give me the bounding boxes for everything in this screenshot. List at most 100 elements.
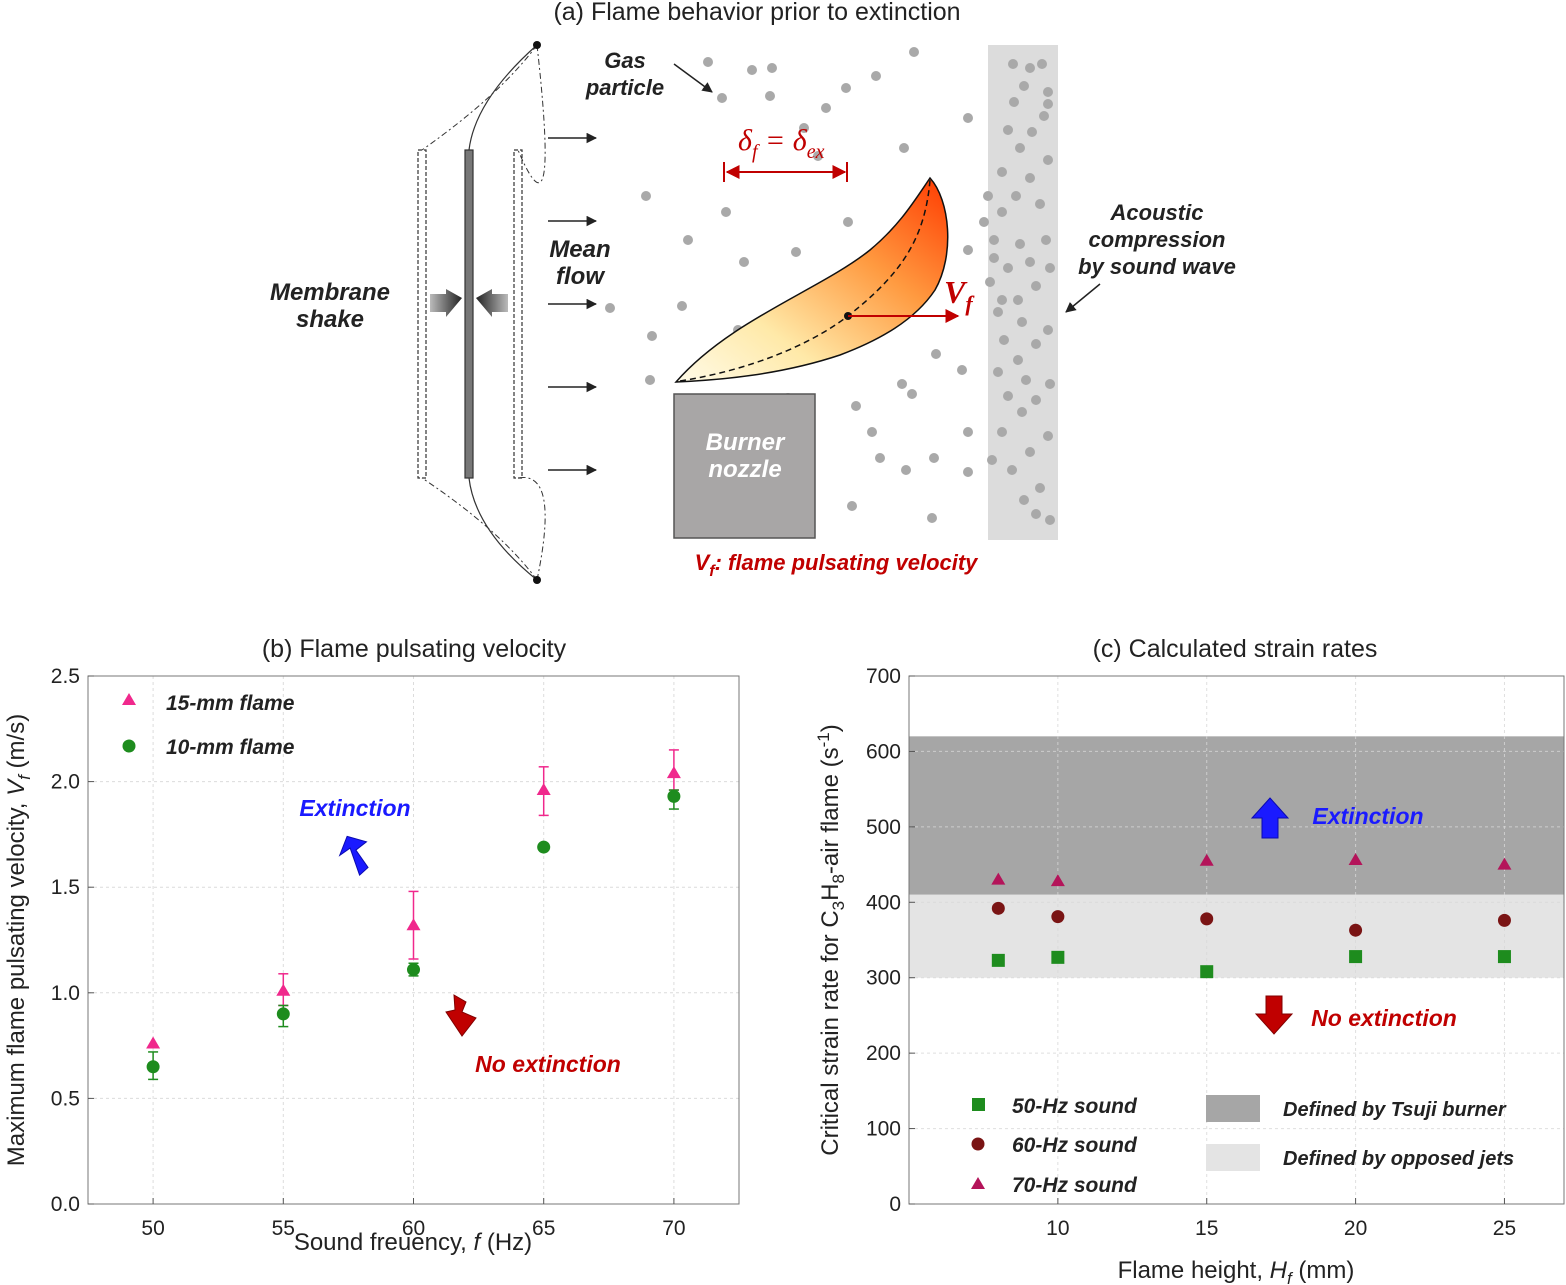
gas-particle-dot — [1007, 465, 1017, 475]
gas-particle-dot — [605, 303, 615, 313]
chart-b-point-10mm — [667, 789, 681, 803]
chart-b-ytick-label: 1.5 — [51, 876, 80, 899]
gas-particle-dot — [647, 331, 657, 341]
gas-particle-dot — [1025, 257, 1035, 267]
chart-b-xtick-label: 50 — [141, 1217, 164, 1240]
gas-particle-dot — [1008, 59, 1018, 69]
chart-c-point-50hz — [1349, 950, 1363, 964]
gas-particle-dot — [1037, 59, 1047, 69]
gas-particle-dot — [1013, 355, 1023, 365]
chart-c-xtick-label: 15 — [1195, 1217, 1218, 1240]
gas-particle-dot — [1025, 173, 1035, 183]
chart-b-ytick-label: 2.0 — [51, 771, 80, 794]
chart-c-title: (c) Calculated strain rates — [1093, 635, 1378, 663]
gas-particle-dot — [963, 245, 973, 255]
gas-particle-dot — [847, 501, 857, 511]
chart-b-xtick-label: 60 — [402, 1217, 425, 1240]
gas-particle-dot — [1003, 391, 1013, 401]
chart-c-point-50hz — [1497, 950, 1511, 964]
gas-particle-dot — [1035, 199, 1045, 209]
gas-particle-dot — [1045, 263, 1055, 273]
gas-particle-dot — [717, 93, 727, 103]
chart-b-ytick-label: 2.5 — [51, 665, 80, 688]
chart-b-xtick-label: 65 — [532, 1217, 555, 1240]
gas-particle-dot — [1031, 509, 1041, 519]
chart-c-ylabel: Critical strain rate for C3H8-air flame … — [814, 724, 848, 1155]
chart-c-point-50hz — [991, 953, 1005, 967]
chart-c-point-70hz — [1199, 853, 1214, 866]
nozzle-label-1: Burner — [706, 429, 786, 456]
gas-particle-dot — [1025, 447, 1035, 457]
chart-b-no-extinction-arrow — [445, 994, 477, 1037]
chart-b-ytick-label: 1.0 — [51, 982, 80, 1005]
gas-particle-dot — [987, 455, 997, 465]
gas-particle-dot — [985, 277, 995, 287]
chart-c-point-60hz — [1051, 910, 1065, 924]
legend-b-10mm-label: 10-mm flame — [166, 736, 295, 759]
chart-c-ytick-label: 600 — [866, 740, 901, 763]
chart-b-xlabel: Sound freuency, f (Hz) — [294, 1229, 532, 1256]
gas-particle-dot — [1039, 111, 1049, 121]
chart-b-point-15mm — [666, 766, 681, 779]
gas-particle-dot — [791, 247, 801, 257]
chart-c-ytick-label: 500 — [866, 816, 901, 839]
gas-particle-dot — [997, 427, 1007, 437]
panel-c-chart: (c) Calculated strain rates 0 100 200 300 40… — [814, 635, 1565, 1285]
acoustic-pointer — [1065, 283, 1101, 313]
gas-particle-dot — [1015, 143, 1025, 153]
chart-b-marks — [146, 749, 681, 1081]
gas-particle-dot — [963, 427, 973, 437]
gas-particle-dot — [703, 57, 713, 67]
chart-c-point-70hz — [1050, 874, 1065, 887]
gas-particle-dot — [1031, 339, 1041, 349]
legend-c-opposed-swatch — [1206, 1144, 1260, 1171]
gas-particle-dot — [677, 301, 687, 311]
mean-flow-arrows — [548, 132, 598, 476]
gas-particle-dot — [765, 91, 775, 101]
chart-c-band-tsuji — [909, 736, 1564, 895]
gas-particle-dot — [901, 465, 911, 475]
gas-particle-dot — [997, 207, 1007, 217]
chart-c-no-extinction-label: No extinction — [1311, 1005, 1457, 1031]
legend-c-70hz-marker — [971, 1177, 985, 1189]
gas-particle-dot — [1041, 235, 1051, 245]
legend-c-60hz-label: 60-Hz sound — [1012, 1134, 1138, 1157]
gas-particle-dot — [871, 71, 881, 81]
gas-particle-pointer — [673, 63, 713, 93]
chart-c-ytick-label: 200 — [866, 1042, 901, 1065]
gas-particle-dot — [1003, 125, 1013, 135]
gas-particle-dot — [1017, 407, 1027, 417]
legend-c-tsuji-swatch — [1206, 1095, 1260, 1122]
nozzle-label-2: nozzle — [708, 456, 781, 483]
chart-b-point-15mm — [406, 918, 421, 931]
gas-particle-dot — [1019, 495, 1029, 505]
chart-b-point-10mm — [537, 840, 551, 854]
chart-c-band-opposed — [909, 894, 1564, 978]
gas-particle-dot — [931, 349, 941, 359]
gas-particle-dot — [1003, 263, 1013, 273]
gas-particle-dot — [1019, 81, 1029, 91]
chart-c-point-70hz — [1348, 853, 1363, 866]
gas-particle-dot — [841, 83, 851, 93]
gas-particle-dot — [1043, 155, 1053, 165]
chart-b-point-15mm — [146, 1036, 161, 1049]
gas-particle-dot — [957, 365, 967, 375]
chart-c-ytick-label: 0 — [889, 1193, 901, 1216]
legend-b-10mm-marker — [122, 739, 136, 753]
gas-particle-dot — [1013, 295, 1023, 305]
delta-equation: δf = δex — [738, 124, 825, 163]
gas-particle-dot — [899, 143, 909, 153]
legend-b-15mm-label: 15-mm flame — [166, 692, 295, 715]
membrane-diagram — [417, 41, 546, 584]
chart-b-extinction-label: Extinction — [299, 795, 410, 821]
mean-flow-label-1: Mean — [549, 236, 610, 263]
chart-c-marks — [991, 853, 1512, 979]
gas-particle-dot — [929, 453, 939, 463]
gas-particle-dot — [813, 151, 823, 161]
gas-particle-dot — [867, 427, 877, 437]
chart-c-ytick-label: 700 — [866, 665, 901, 688]
chart-b-point-10mm — [146, 1060, 160, 1074]
chart-c-no-extinction-arrow — [1254, 995, 1294, 1035]
chart-c-ticks: 0 100 200 300 400 500 600 700 10 15 20 25 — [866, 665, 1516, 1240]
chart-c-xtick-label: 20 — [1344, 1217, 1367, 1240]
